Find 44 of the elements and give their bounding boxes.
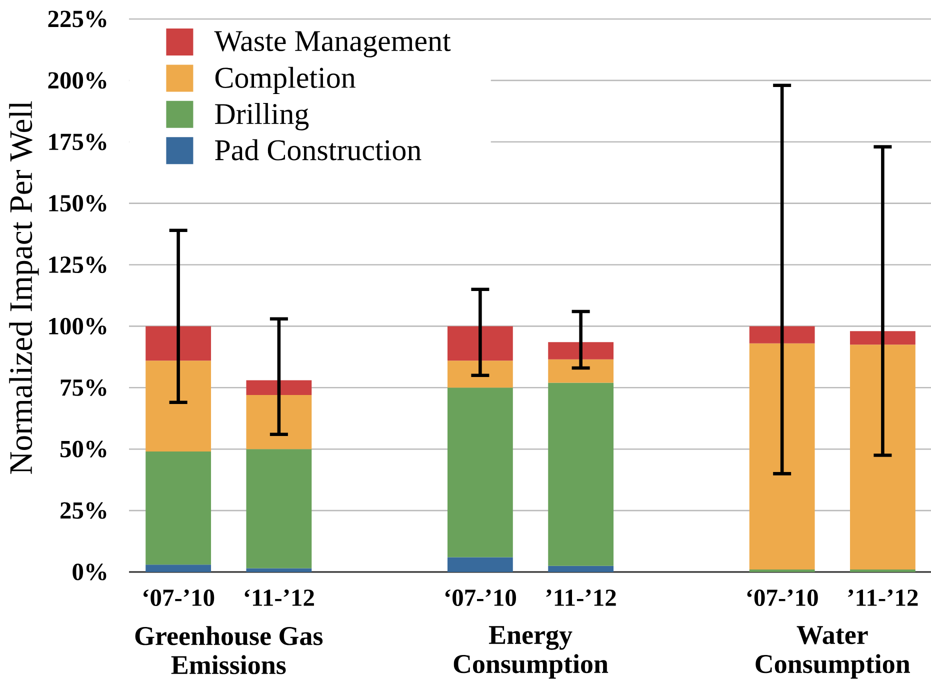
bar [246,380,312,396]
bar [246,395,312,450]
y-tick-label: 75% [60,379,106,396]
x-tick-label: ‘07-’10 [445,590,516,606]
y-tick-label: 175% [49,134,106,150]
bar [850,344,916,570]
y-tick-label: 125% [49,256,106,274]
y-tick-label: 25% [60,502,106,519]
bar [146,326,212,361]
x-tick-label: ’11-’12 [546,590,616,606]
x-tick-label: ‘07-’10 [747,590,818,606]
y-tick-label: 150% [49,195,106,212]
bar [146,452,212,565]
bar [447,557,513,572]
y-tick-label: 200% [48,72,106,89]
y-tick-label: 0% [72,564,106,580]
bar [146,564,212,572]
bar [246,449,312,568]
bar [447,388,513,558]
y-tick-label: 225% [48,10,106,28]
bar [447,326,513,361]
bar [146,360,212,452]
x-tick-label: ‘11-’12 [244,590,314,606]
y-tick-label: 100% [49,318,106,335]
bar [447,360,513,388]
bar [548,566,614,572]
bar [246,568,312,572]
text: Water Consumption [756,626,910,679]
bar [749,343,815,570]
bar [548,342,614,360]
y-axis-title: Normalized Impact Per Well [9,101,39,474]
legend-label: Pad Construction [215,139,422,160]
bar [749,326,815,344]
legend-label: Drilling [215,103,309,130]
legend-label: Waste Management [214,31,451,58]
y-tick-label: 50% [60,440,106,458]
text: Energy Consumption [454,626,608,679]
x-tick-label: ‘07-’10 [144,590,214,606]
text: Greenhouse Gas Emissions [135,626,323,674]
bar [548,359,614,383]
bar [850,331,916,345]
legend-label: Completion [215,66,356,94]
x-tick-label: ’11-’12 [848,590,918,606]
bar [548,382,614,566]
